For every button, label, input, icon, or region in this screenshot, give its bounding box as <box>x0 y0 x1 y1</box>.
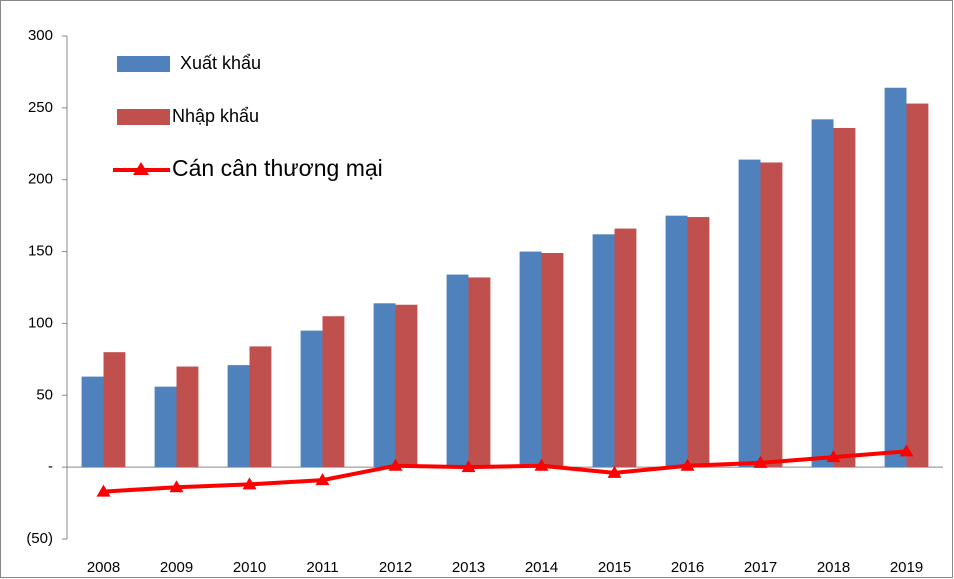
bar <box>760 162 783 468</box>
y-tick-label: - <box>48 458 53 475</box>
x-tick-label: 2012 <box>379 559 412 576</box>
line-marker <box>242 477 257 490</box>
bar <box>227 365 250 468</box>
y-tick-label: 200 <box>28 171 53 188</box>
bar <box>541 253 564 468</box>
legend-label: Xuất khẩu <box>180 53 261 73</box>
y-tick-label: 250 <box>28 99 53 116</box>
bar <box>811 119 834 468</box>
bar <box>373 303 396 468</box>
y-tick-label: 150 <box>28 243 53 260</box>
x-tick-label: 2013 <box>452 559 485 576</box>
bar <box>468 277 491 468</box>
y-tick-label: (50) <box>26 530 53 547</box>
legend-marker <box>133 162 149 175</box>
bar <box>592 234 615 468</box>
x-tick-label: 2018 <box>817 559 850 576</box>
line-marker <box>753 455 768 468</box>
line-marker <box>315 473 330 486</box>
x-tick-label: 2017 <box>744 559 777 576</box>
bar <box>249 346 272 468</box>
x-tick-label: 2009 <box>160 559 193 576</box>
bar <box>687 217 710 468</box>
line-marker <box>96 484 111 497</box>
y-tick-label: 50 <box>36 386 53 403</box>
bar <box>322 316 345 468</box>
bar <box>176 366 199 468</box>
bar <box>103 352 126 468</box>
bar <box>154 386 177 468</box>
x-tick-label: 2008 <box>87 559 120 576</box>
legend-label: Cán cân thương mại <box>172 155 383 181</box>
line-marker <box>534 458 549 471</box>
line-marker <box>169 480 184 493</box>
bar <box>614 228 637 468</box>
bar <box>519 251 542 468</box>
x-tick-label: 2015 <box>598 559 631 576</box>
bar <box>738 159 761 468</box>
x-tick-label: 2019 <box>890 559 923 576</box>
bar <box>833 127 856 468</box>
x-tick-label: 2011 <box>306 559 338 576</box>
line <box>103 449 907 494</box>
y-tick-label: 100 <box>28 314 53 331</box>
y-tick-label: 300 <box>28 27 53 44</box>
legend-label: Nhập khẩu <box>172 106 259 126</box>
line-marker <box>680 458 695 471</box>
bar <box>81 376 104 468</box>
bar <box>906 103 929 468</box>
x-tick-label: 2014 <box>525 559 558 576</box>
line-marker <box>461 460 476 473</box>
bar <box>300 330 323 468</box>
x-tick-label: 2010 <box>233 559 266 576</box>
bar <box>446 274 469 468</box>
legend-swatch <box>117 56 170 72</box>
line-marker <box>388 458 403 471</box>
bar <box>884 87 907 468</box>
line-marker <box>826 450 841 463</box>
bar <box>395 304 418 468</box>
bar <box>665 215 688 468</box>
line-marker <box>607 465 622 478</box>
line-marker <box>899 444 914 457</box>
x-tick-label: 2016 <box>671 559 704 576</box>
legend-swatch <box>117 109 170 125</box>
